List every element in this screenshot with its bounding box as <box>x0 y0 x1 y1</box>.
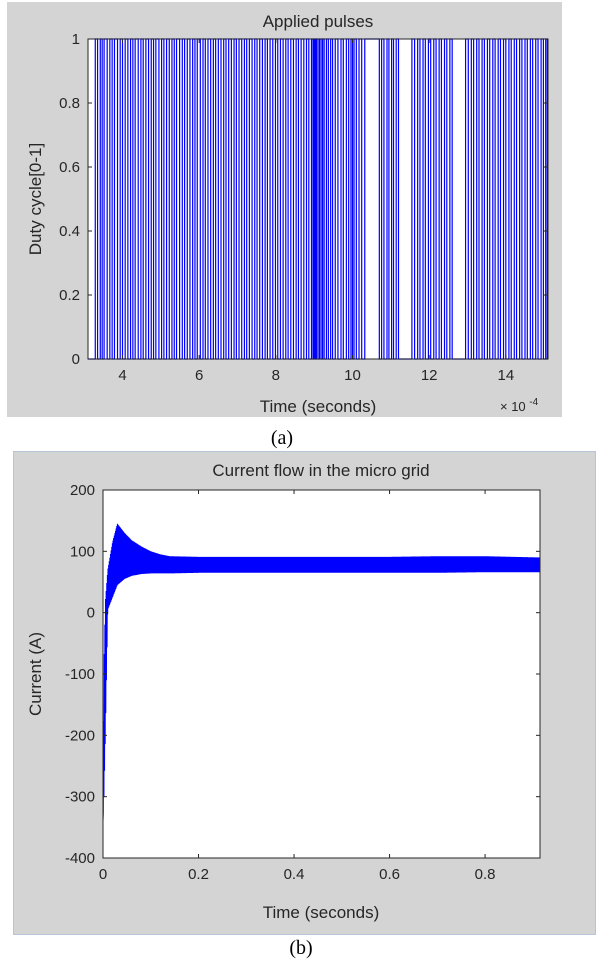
chart-a-x-multiplier-exponent: -4 <box>529 397 538 408</box>
chart-a-y-axis-label: Duty cycle[0-1] <box>26 143 45 255</box>
chart-b-y-tick-label: -300 <box>65 789 95 806</box>
chart-b-x-axis-label: Time (seconds) <box>263 903 380 922</box>
chart-a: 4 6 8 10 12 14 00.20.40.60.81 Applied pulses … <box>7 2 562 417</box>
chart-a-x-tick-label: 8 <box>272 367 280 384</box>
chart-a-x-tick-label: 10 <box>344 367 361 384</box>
chart-b-panel-border <box>13 451 596 935</box>
chart-b-x-ticks: 0 0.2 0.4 0.6 0.8 <box>99 490 496 883</box>
chart-b-series-group <box>102 523 541 822</box>
chart-b-x-tick-label: 0.2 <box>188 866 209 883</box>
chart-b-title: Current flow in the micro grid <box>212 461 429 480</box>
chart-b-x-tick-label: 0.6 <box>379 866 400 883</box>
chart-a-y-tick-label: 0.6 <box>59 159 80 176</box>
chart-a-x-axis-label: Time (seconds) <box>260 397 377 416</box>
chart-b: 0 0.2 0.4 0.6 0.8 -400 -300 -200 -100 0 100 200 Cu… <box>13 451 596 935</box>
chart-a-x-multiplier: × 10 -4 <box>500 397 539 414</box>
chart-a-x-tick-label: 4 <box>118 367 126 384</box>
chart-b-x-tick-label: 0.8 <box>475 866 496 883</box>
chart-a-y-tick-label: 0 <box>72 351 80 368</box>
chart-a-x-tick-label: 14 <box>497 367 514 384</box>
chart-b-y-tick-label: 200 <box>70 482 95 499</box>
chart-a-y-tick-label: 0.8 <box>59 95 80 112</box>
chart-b-y-tick-label: -100 <box>65 666 95 683</box>
caption-a: (a) <box>271 427 293 449</box>
chart-a-x-tick-label: 12 <box>421 367 438 384</box>
chart-a-x-ticks: 4 6 8 10 12 14 <box>118 39 514 384</box>
chart-a-title: Applied pulses <box>263 12 374 31</box>
chart-a-y-tick-label: 0.2 <box>59 287 80 304</box>
chart-b-axes-background <box>103 490 540 858</box>
chart-b-y-tick-label: 0 <box>87 605 95 622</box>
chart-b-y-ticks: -400 -300 -200 -100 0 100 200 <box>65 482 540 867</box>
chart-b-y-tick-label: 100 <box>70 543 95 560</box>
chart-a-x-tick-label: 6 <box>195 367 203 384</box>
chart-b-x-tick-label: 0.4 <box>284 866 305 883</box>
caption-b: (b) <box>289 937 312 959</box>
chart-a-x-multiplier-base: × 10 <box>500 399 526 414</box>
chart-b-y-axis-label: Current (A) <box>26 632 45 716</box>
chart-a-y-tick-label: 1 <box>72 31 80 48</box>
chart-b-current-series-line <box>102 523 541 822</box>
chart-a-y-ticks: 0 0.2 0.4 0.6 0.8 1 <box>59 31 548 368</box>
chart-b-y-tick-label: -200 <box>65 727 95 744</box>
chart-a-axes-frame <box>87 38 549 360</box>
chart-b-x-tick-label: 0 <box>99 866 107 883</box>
chart-b-y-tick-label: -400 <box>65 850 95 867</box>
chart-a-y-tick-label: 0.4 <box>59 223 80 240</box>
